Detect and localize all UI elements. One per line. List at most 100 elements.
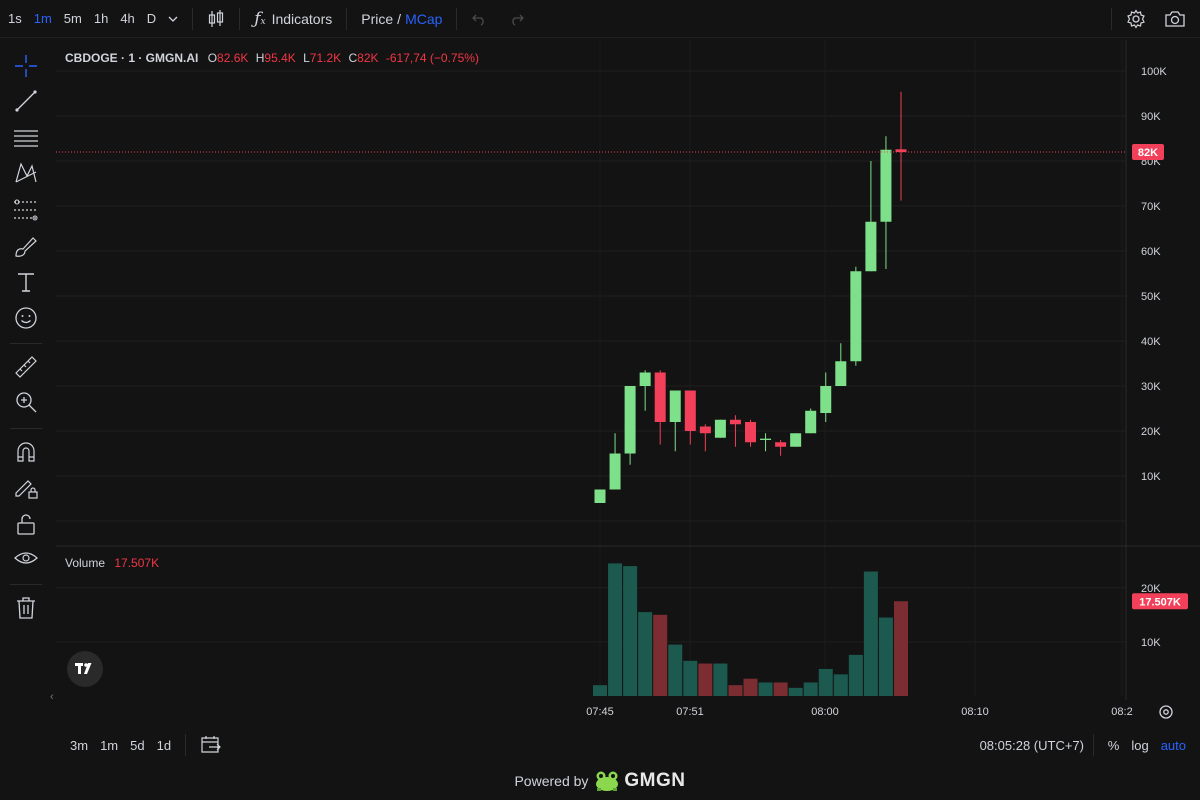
candle-body <box>805 410 817 434</box>
candle-body <box>654 372 666 422</box>
fibonacci-icon <box>14 199 38 221</box>
volume-bar <box>773 682 788 696</box>
high-value: 95.4K <box>264 51 296 65</box>
undo-button[interactable] <box>465 12 493 26</box>
axis-settings-icon[interactable] <box>1159 705 1173 719</box>
percent-scale-toggle[interactable]: % <box>1107 737 1120 753</box>
range-1m[interactable]: 1m <box>100 737 119 753</box>
goto-date-button[interactable] <box>194 734 228 757</box>
screenshot-button[interactable] <box>1158 10 1192 28</box>
price-label[interactable]: Price <box>361 10 394 27</box>
slash-separator: / <box>397 10 402 27</box>
time-tick-label: 08:10 <box>961 706 989 718</box>
volume-bar <box>638 612 653 696</box>
volume-bar <box>758 682 773 696</box>
volume-bar <box>863 571 878 696</box>
candle-body <box>895 149 907 152</box>
open-value: 82.6K <box>217 51 249 65</box>
trend-line-icon <box>15 90 37 112</box>
toolbar-divider <box>346 7 348 30</box>
volume-badge-text: 17.507K <box>1139 596 1181 608</box>
emoji-tool[interactable] <box>10 302 42 334</box>
timeframe-1h[interactable]: 1h <box>93 11 109 26</box>
settings-button[interactable] <box>1120 8 1152 29</box>
timeframe-1m[interactable]: 1m <box>33 11 52 26</box>
tradingview-logo[interactable] <box>67 651 103 687</box>
timeframe-5m[interactable]: 5m <box>63 11 82 26</box>
volume-label[interactable]: Volume <box>65 556 106 570</box>
price-mcap-toggle[interactable]: Price / MCap <box>355 11 448 27</box>
close-value: 82K <box>357 51 379 65</box>
remove-drawings-tool[interactable] <box>10 592 42 624</box>
pattern-icon <box>15 162 37 183</box>
drawing-toolbar <box>0 40 52 760</box>
volume-grid <box>56 587 1126 643</box>
range-3m[interactable]: 3m <box>70 737 89 753</box>
crosshair-tool[interactable] <box>10 50 42 82</box>
volume-badge: 17.507K <box>1132 593 1188 610</box>
clock[interactable]: 08:05:28 (UTC+7) <box>979 737 1084 753</box>
candle-body <box>760 438 772 440</box>
ruler-tool[interactable] <box>10 351 42 383</box>
zoom-tool[interactable] <box>10 386 42 418</box>
symbol-label[interactable]: CBDOGE · 1 · GMGN.AI <box>65 51 199 65</box>
timeframe-1s[interactable]: 1s <box>8 11 22 26</box>
magnet-tool[interactable] <box>10 436 42 468</box>
trend-line-tool[interactable] <box>10 85 42 117</box>
horizontal-lines-tool[interactable] <box>10 122 42 154</box>
candle-body <box>669 390 681 422</box>
time-tick-label: 07:51 <box>676 706 704 718</box>
candle-body <box>745 422 756 443</box>
candle-body <box>684 390 696 431</box>
low-value: 71.2K <box>309 51 342 65</box>
candle-body <box>714 419 726 438</box>
volume-bar <box>803 682 818 696</box>
timeframe-d[interactable]: D <box>146 11 157 26</box>
chart-type-button[interactable] <box>201 9 231 29</box>
indicators-label: Indicators <box>271 10 333 27</box>
timeframe-4h[interactable]: 4h <box>120 11 135 26</box>
tradingview-logo-icon <box>75 663 92 674</box>
candle-body <box>639 372 651 386</box>
candle-body <box>790 433 802 447</box>
fib-tool[interactable] <box>10 194 42 226</box>
lock-drawings-tool[interactable] <box>10 472 42 504</box>
scale-options: % log auto <box>1085 734 1192 756</box>
volume-bar <box>848 654 863 696</box>
indicators-button[interactable]: ƒx Indicators <box>248 9 338 29</box>
toolbar-divider <box>239 7 241 30</box>
price-tick-label: 50K <box>1141 291 1161 303</box>
calendar-goto-icon <box>201 735 221 753</box>
volume-bar <box>743 678 758 696</box>
collapse-toolbar-icon[interactable]: ‹ <box>50 691 54 703</box>
visibility-tool[interactable] <box>10 543 42 575</box>
text-icon <box>18 273 34 292</box>
auto-scale-toggle[interactable]: auto <box>1160 737 1186 753</box>
volume-bar <box>653 614 668 696</box>
text-tool[interactable] <box>10 266 42 298</box>
brush-tool[interactable] <box>10 230 42 262</box>
pattern-tool[interactable] <box>10 157 42 189</box>
redo-button[interactable] <box>503 12 531 26</box>
lock-tool[interactable] <box>10 508 42 540</box>
camera-icon <box>1165 10 1185 27</box>
range-1d[interactable]: 1d <box>156 737 172 753</box>
toolbar-divider <box>185 734 187 756</box>
time-tick-label: 08:2 <box>1111 706 1132 718</box>
timeframe-dropdown[interactable] <box>162 14 184 24</box>
volume-bar <box>593 685 607 696</box>
gmgn-brand[interactable]: GMGN <box>624 770 686 791</box>
toolbar-divider <box>10 428 42 429</box>
trash-icon <box>17 597 35 619</box>
volume-bar <box>608 563 623 696</box>
smiley-icon <box>15 307 37 329</box>
top-toolbar: 1s 1m 5m 1h 4h D ƒx Indicators Price / M… <box>0 0 1200 38</box>
log-scale-toggle[interactable]: log <box>1131 737 1149 753</box>
volume-tick-label: 10K <box>1141 637 1161 649</box>
volume-tick-label: 20K <box>1141 583 1161 595</box>
mcap-label[interactable]: MCap <box>405 10 443 27</box>
toolbar-divider <box>10 584 42 585</box>
volume-bar <box>878 617 893 696</box>
range-5d[interactable]: 5d <box>130 737 145 753</box>
